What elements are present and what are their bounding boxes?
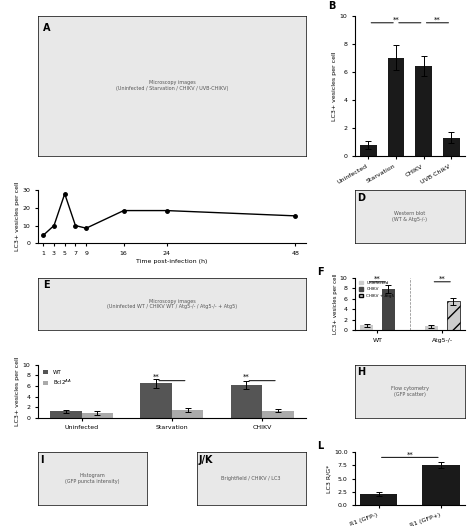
- Bar: [447, 301, 460, 330]
- Text: L: L: [317, 441, 323, 451]
- Bar: [360, 494, 397, 505]
- Text: D: D: [357, 193, 365, 203]
- Bar: [425, 326, 438, 330]
- Legend: WT, Bcl2$^{AA}$: WT, Bcl2$^{AA}$: [41, 368, 74, 389]
- Text: Flow cytometry
(GFP scatter): Flow cytometry (GFP scatter): [391, 386, 429, 397]
- Bar: [50, 411, 82, 418]
- Y-axis label: LC3+ vesicles per cell: LC3+ vesicles per cell: [15, 357, 20, 426]
- X-axis label: Time post-infection (h): Time post-infection (h): [136, 259, 208, 264]
- Legend: Uninfected, CHIKV, CHIKV + Atg5: Uninfected, CHIKV, CHIKV + Atg5: [357, 280, 396, 299]
- Text: **: **: [374, 276, 381, 282]
- Text: **: **: [434, 16, 441, 23]
- Text: **: **: [406, 451, 413, 457]
- Text: A: A: [43, 23, 51, 33]
- Text: Brightfield / CHIKV / LC3: Brightfield / CHIKV / LC3: [221, 476, 281, 481]
- Y-axis label: LC3+ vesicles per cell: LC3+ vesicles per cell: [333, 274, 338, 334]
- Bar: [360, 145, 377, 156]
- Bar: [422, 466, 460, 505]
- Text: Western blot
(WT & Atg5-/-): Western blot (WT & Atg5-/-): [392, 211, 428, 222]
- Text: **: **: [439, 276, 446, 282]
- Text: **: **: [392, 16, 400, 23]
- Bar: [140, 383, 172, 418]
- Text: B: B: [328, 1, 335, 11]
- Y-axis label: LC3+ vesicles per cell: LC3+ vesicles per cell: [332, 51, 337, 120]
- Text: F: F: [317, 267, 323, 277]
- Text: **: **: [153, 374, 159, 380]
- Bar: [443, 138, 460, 156]
- Bar: [415, 66, 432, 156]
- Bar: [262, 411, 294, 418]
- Text: I: I: [40, 454, 44, 464]
- Bar: [230, 385, 262, 418]
- Text: Histogram
(GFP puncta intensity): Histogram (GFP puncta intensity): [65, 473, 120, 484]
- Y-axis label: LC3+ vesicles per cell: LC3+ vesicles per cell: [15, 182, 19, 251]
- Text: J/K: J/K: [199, 454, 213, 464]
- Text: Microscopy images
(Uninfected / Starvation / CHIKV / UVB-CHIKV): Microscopy images (Uninfected / Starvati…: [116, 80, 228, 91]
- Text: **: **: [243, 374, 250, 380]
- Bar: [382, 289, 395, 330]
- Text: H: H: [357, 368, 365, 378]
- Bar: [82, 413, 113, 418]
- Text: E: E: [43, 280, 50, 290]
- Text: Microscopy images
(Uninfected WT / CHIKV WT / Atg5-/- / Atg5-/- + Atg5): Microscopy images (Uninfected WT / CHIKV…: [107, 299, 237, 309]
- Y-axis label: LC3 R/G*: LC3 R/G*: [326, 464, 331, 493]
- Bar: [388, 58, 404, 156]
- Bar: [172, 410, 203, 418]
- Bar: [360, 325, 373, 330]
